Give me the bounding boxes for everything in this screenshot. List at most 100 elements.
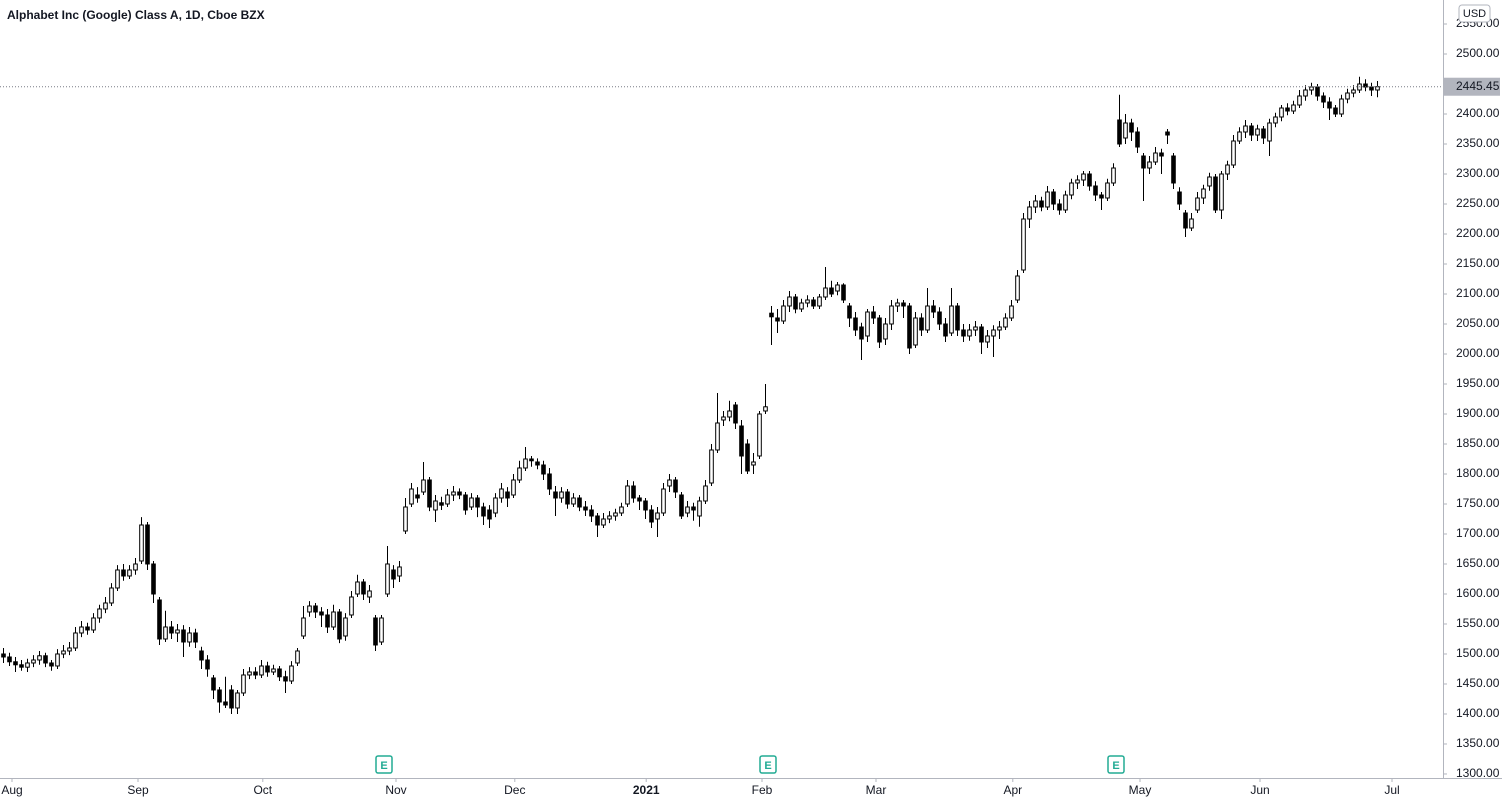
candle-body [1273, 116, 1278, 124]
earnings-marker [375, 755, 393, 774]
candle-body [913, 317, 918, 346]
candle-body [853, 317, 858, 331]
candle-body [655, 512, 660, 520]
candle-body [667, 479, 672, 487]
y-tick-label: 1800.00 [1456, 466, 1500, 480]
candle-body [733, 404, 738, 424]
candle-body [961, 329, 966, 337]
candle-body [1225, 164, 1230, 175]
candle-body [1141, 155, 1146, 169]
y-tick-label: 1700.00 [1456, 526, 1500, 540]
candle-body [349, 596, 354, 616]
y-tick-label: 2100.00 [1456, 286, 1500, 300]
candle-body [1177, 191, 1182, 205]
candle-body [529, 458, 534, 462]
candle-body [403, 506, 408, 532]
candle-body [1201, 188, 1206, 199]
candle-body [583, 506, 588, 511]
candle-body [1111, 167, 1116, 184]
candle-body [25, 662, 30, 668]
candle-body [919, 317, 924, 331]
candle-body [787, 296, 792, 307]
candle-body [685, 506, 690, 514]
candle-body [547, 473, 552, 490]
candle-body [865, 311, 870, 337]
candle-body [763, 406, 768, 412]
candle-body [697, 500, 702, 517]
candle-body [1261, 128, 1266, 139]
candle-body [1285, 107, 1290, 112]
candle-body [151, 563, 156, 595]
candle-body [1117, 119, 1122, 145]
candle-body [559, 491, 564, 499]
candle-body [1129, 122, 1134, 133]
candle-body [709, 449, 714, 484]
candle-body [7, 656, 12, 663]
candle-body [1297, 95, 1302, 106]
last-price-label: 2445.45 [1456, 79, 1500, 93]
candle-body [847, 305, 852, 319]
candle-body [319, 611, 324, 616]
x-tick-label: 2021 [633, 783, 660, 797]
candle-body [649, 509, 654, 523]
chart-title: Alphabet Inc (Google) Class A, 1D, Cboe … [7, 8, 265, 22]
candle-body [1249, 125, 1254, 136]
candle-body [841, 284, 846, 301]
candle-body [115, 569, 120, 589]
candle-body [1069, 182, 1074, 196]
candle-body [469, 497, 474, 508]
candle-body [901, 302, 906, 307]
candle-body [643, 500, 648, 511]
candle-body [817, 296, 822, 307]
candle-body [895, 302, 900, 307]
candle-body [1219, 173, 1224, 211]
candle-body [745, 443, 750, 472]
candle-body [397, 566, 402, 577]
candle-body [1213, 176, 1218, 211]
candle-body [325, 614, 330, 628]
candle-body [301, 617, 306, 637]
candle-body [835, 284, 840, 292]
candle-body [793, 296, 798, 310]
candle-body [1051, 191, 1056, 205]
candle-body [883, 323, 888, 340]
candle-body [13, 661, 18, 666]
candle-body [871, 311, 876, 319]
candle-body [931, 305, 936, 313]
candle-body [1303, 89, 1308, 97]
candle-body [937, 311, 942, 325]
candle-body [811, 299, 816, 307]
y-tick-label: 1500.00 [1456, 646, 1500, 660]
candle-body [31, 659, 36, 664]
candle-body [139, 524, 144, 562]
candle-body [49, 662, 54, 667]
candle-body [463, 494, 468, 511]
x-tick-label: Apr [1003, 783, 1022, 797]
y-tick-label: 2200.00 [1456, 226, 1500, 240]
candle-body [43, 655, 48, 664]
candle-body [973, 326, 978, 331]
x-tick-label: Jun [1250, 783, 1269, 797]
candle-body [433, 500, 438, 511]
candle-body [217, 689, 222, 703]
candle-body [955, 305, 960, 331]
candle-body [1087, 173, 1092, 187]
candle-body [253, 671, 258, 676]
candle-body [199, 650, 204, 661]
candle-body [475, 497, 480, 508]
candle-body [823, 287, 828, 298]
candle-body [1243, 125, 1248, 133]
candle-body [553, 491, 558, 499]
candle-body [391, 569, 396, 580]
y-tick-label: 1550.00 [1456, 616, 1500, 630]
candle-body [967, 329, 972, 337]
candle-body [1315, 86, 1320, 97]
candle-body [85, 626, 90, 631]
candle-body [157, 599, 162, 640]
candle-body [577, 497, 582, 508]
candle-body [1033, 200, 1038, 208]
candle-body [1321, 95, 1326, 103]
y-tick-label: 1450.00 [1456, 676, 1500, 690]
candle-body [487, 509, 492, 520]
y-tick-label: 2050.00 [1456, 316, 1500, 330]
